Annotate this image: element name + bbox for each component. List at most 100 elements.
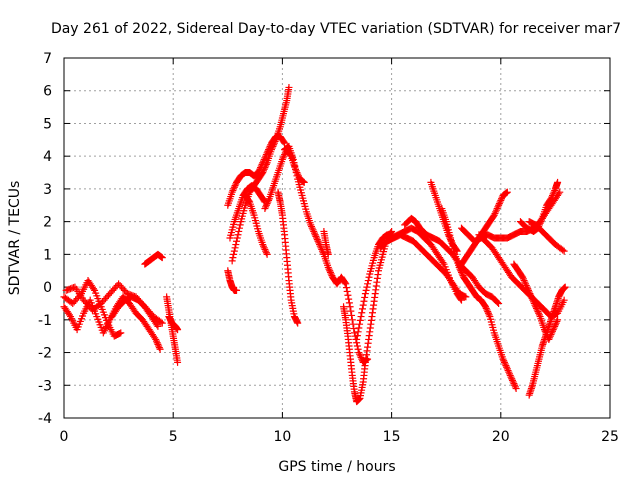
data-point [356, 352, 364, 360]
data-point [510, 380, 518, 388]
data-point [259, 167, 267, 175]
data-point [355, 324, 363, 332]
series-arc-d [108, 293, 162, 330]
data-point [259, 241, 267, 249]
y-axis-label: SDTVAR / TECUs [7, 181, 23, 296]
data-point [505, 368, 513, 376]
x-tick-label: 5 [169, 429, 178, 445]
data-point [530, 299, 538, 307]
plot-frame [63, 57, 611, 419]
data-point [262, 162, 270, 170]
data-point [522, 281, 530, 289]
data-point [560, 296, 568, 304]
data-point [560, 247, 568, 255]
data-point [536, 219, 544, 227]
data-point [157, 318, 165, 326]
data-markers [60, 83, 569, 406]
data-point [154, 340, 162, 348]
data-point [532, 304, 540, 312]
data-point [270, 141, 278, 149]
data-point [491, 209, 499, 217]
series-arc-z [525, 218, 568, 255]
data-point [519, 275, 527, 283]
data-point [494, 298, 502, 306]
data-point [364, 280, 372, 288]
data-point [267, 146, 275, 154]
data-point [549, 190, 557, 198]
data-point [263, 200, 271, 208]
data-point [524, 286, 532, 294]
series-arc-g [165, 313, 182, 334]
y-tick-label: 6 [43, 84, 52, 100]
y-tick-label: 1 [43, 247, 52, 263]
data-point [519, 273, 527, 281]
data-point [527, 291, 535, 299]
x-tick-labels: 0 5 10 15 20 25 [60, 429, 619, 445]
data-point [158, 254, 166, 262]
data-point [324, 250, 332, 258]
data-point [153, 339, 161, 347]
data-point [499, 355, 507, 363]
data-point [508, 375, 516, 383]
data-point [279, 154, 287, 162]
data-point [357, 353, 365, 361]
data-point [174, 326, 182, 334]
data-point [506, 371, 514, 379]
data-point [349, 320, 357, 328]
data-point [152, 335, 160, 343]
data-point [504, 367, 512, 375]
data-point [325, 265, 333, 273]
y-tick-label: 4 [43, 149, 52, 165]
data-point [65, 311, 73, 319]
series-arc-v [438, 205, 520, 393]
data-point [292, 165, 300, 173]
data-point [341, 279, 349, 287]
y-tick-label: 7 [43, 51, 52, 67]
data-point [342, 284, 350, 292]
data-point [523, 283, 531, 291]
data-point [532, 303, 540, 311]
data-point [559, 246, 567, 254]
data-point [259, 242, 267, 250]
data-point [534, 224, 542, 232]
data-point [233, 234, 241, 242]
data-point [550, 188, 558, 196]
data-point [326, 268, 334, 276]
data-point [233, 237, 241, 245]
data-point [342, 280, 350, 288]
y-tick-label: -1 [38, 313, 52, 329]
data-point [388, 227, 396, 235]
chart-title: Day 261 of 2022, Sidereal Day-to-day VTE… [51, 21, 621, 37]
data-point [358, 309, 366, 317]
data-point [490, 211, 498, 219]
data-point [493, 205, 501, 213]
data-point [501, 360, 509, 368]
series-arc-l [241, 191, 271, 258]
x-tick-label: 15 [383, 429, 401, 445]
data-point [316, 241, 324, 249]
data-point [294, 319, 302, 327]
data-point [535, 223, 543, 231]
data-point [357, 313, 365, 321]
data-point [508, 376, 516, 384]
data-point [512, 385, 520, 393]
data-point [271, 137, 279, 145]
data-point [281, 139, 289, 147]
data-point [462, 293, 470, 301]
data-point [280, 152, 288, 160]
data-point [356, 316, 364, 324]
data-point [363, 283, 371, 291]
data-point [230, 247, 238, 255]
data-point [236, 221, 244, 229]
data-point [547, 195, 555, 203]
data-point [527, 293, 535, 301]
data-point [526, 290, 534, 298]
data-point [117, 329, 125, 337]
data-point [344, 291, 352, 299]
data-point [316, 242, 324, 250]
data-point [535, 309, 543, 317]
data-point [355, 349, 363, 357]
data-point [314, 237, 322, 245]
series-arc-s [377, 231, 470, 301]
